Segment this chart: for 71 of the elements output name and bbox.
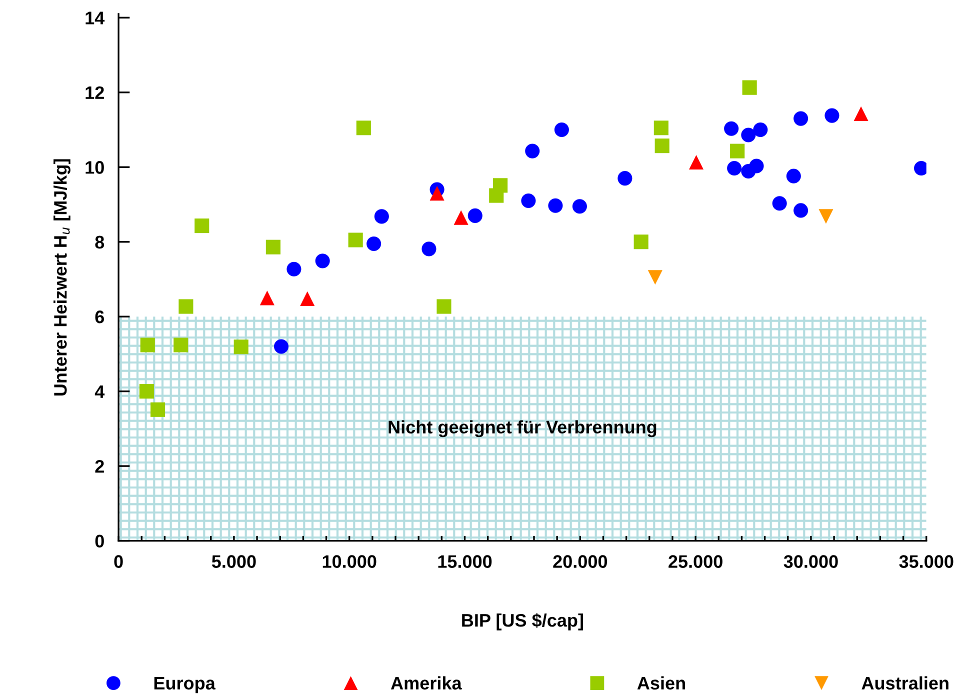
point: [730, 144, 745, 158]
x-tick-label: 20.000: [553, 555, 608, 568]
point: [150, 402, 166, 417]
point: [286, 262, 302, 276]
y-axis-title: Unterer Heizwert H$_{u}$ [MJ/kg]: [54, 159, 70, 396]
point: [824, 108, 840, 123]
point: [749, 158, 764, 174]
point: [300, 291, 315, 306]
point: [794, 111, 808, 126]
point: [654, 138, 670, 154]
point: [356, 120, 371, 136]
point: [436, 299, 452, 314]
point: [742, 80, 757, 95]
y-tick-label: 8: [95, 236, 104, 249]
point: [554, 122, 569, 138]
legend-label: Australien: [862, 676, 948, 690]
point: [374, 209, 389, 224]
point: [260, 290, 274, 306]
point: [521, 193, 536, 208]
band-label: Nicht geeignet für Verbrennung: [388, 420, 656, 438]
point: [753, 122, 768, 138]
x-tick-label: 15.000: [438, 555, 492, 568]
point: [724, 121, 739, 136]
point: [727, 160, 742, 176]
point: [315, 254, 330, 268]
legend-label: Amerika: [390, 676, 462, 690]
point: [274, 339, 289, 354]
point: [430, 186, 444, 201]
y-tick-label: 10: [86, 161, 104, 174]
point: [548, 198, 563, 213]
x-tick-label: 35.000: [899, 555, 954, 568]
x-tick-label: 30.000: [784, 555, 838, 568]
y-tick-label: 4: [94, 385, 105, 398]
legend-label: Europa: [154, 676, 216, 694]
point: [194, 218, 210, 234]
point: [688, 154, 704, 170]
x-tick-label: 5.000: [212, 555, 256, 568]
point: [572, 199, 587, 214]
point: [366, 236, 382, 252]
point: [618, 171, 632, 186]
y-tick-label: 14: [86, 12, 105, 24]
x-tick-label: 10.000: [322, 555, 376, 568]
point: [422, 242, 436, 256]
point: [854, 106, 868, 121]
point: [266, 240, 280, 254]
point: [786, 168, 801, 184]
point: [634, 234, 648, 250]
point: [468, 208, 482, 223]
point: [174, 338, 188, 352]
x-tick-label: 0: [114, 555, 123, 568]
point: [140, 338, 155, 352]
point: [139, 384, 154, 399]
point: [178, 299, 194, 314]
y-tick-label: 0: [95, 534, 104, 548]
point: [454, 210, 468, 225]
y-tick-label: 6: [95, 310, 104, 324]
point: [348, 232, 363, 248]
point: [741, 128, 756, 142]
point: [818, 209, 834, 224]
x-tick-label: 25.000: [668, 555, 722, 568]
x-axis-title: BIP [US $/cap]: [462, 613, 583, 630]
point: [525, 144, 540, 158]
point: [772, 196, 787, 211]
legend-label: Asien: [637, 676, 685, 690]
point: [234, 340, 248, 354]
point: [654, 120, 668, 136]
point: [794, 203, 808, 218]
point: [648, 270, 662, 285]
y-tick-label: 12: [86, 86, 104, 99]
point: [493, 178, 508, 193]
y-tick-label: 2: [95, 460, 104, 473]
